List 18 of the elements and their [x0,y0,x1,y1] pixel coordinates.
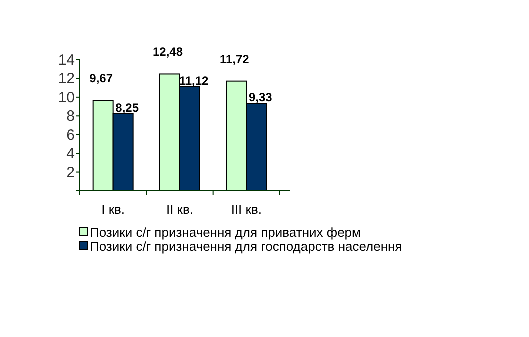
x-tick-label: II кв. [166,202,194,217]
x-tick-label: I кв. [102,202,126,217]
y-tick-label: 14 [58,52,75,69]
data-label: 12,48 [152,45,184,60]
y-tick-label: 6 [66,126,75,144]
y-tick-label: 10 [58,89,75,106]
y-tick-label: 4 [66,146,75,163]
data-label: 9,33 [248,90,273,105]
y-tick-label: 2 [66,164,75,182]
y-tick-label: 12 [58,70,75,88]
data-label: 11,72 [220,52,250,66]
legend-label: Позики с/г призначення для приватних ферм [90,225,362,240]
x-tick-label: III кв. [231,202,262,217]
legend-label: Позики с/г призначення для господарств населення [90,239,402,254]
data-label: 9,67 [90,72,114,86]
data-label: 8,25 [116,100,140,115]
data-label: 11,12 [179,74,210,88]
y-tick-label: 8 [66,108,75,126]
